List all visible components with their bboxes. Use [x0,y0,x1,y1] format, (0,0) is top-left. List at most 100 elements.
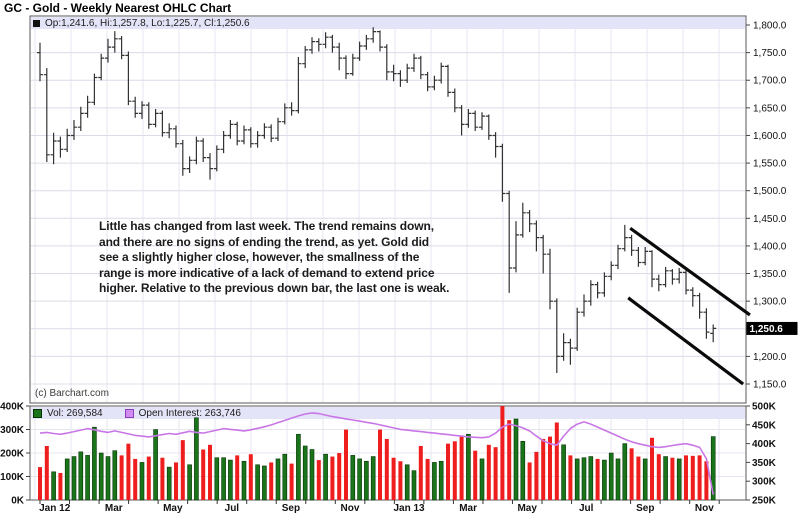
volume-bar [85,455,90,501]
volume-bar [330,456,335,500]
volume-bar [133,458,138,500]
trend-channel [627,226,751,386]
volume-bar [642,458,648,501]
volume-bar [507,420,512,500]
ohlc-legend-square-icon [33,19,40,27]
volume-tick-label: 400K [0,402,25,413]
volume-bar [71,456,77,501]
volume-tick-label: 100K [0,472,25,483]
volume-bar [493,447,498,500]
volume-bar [561,444,566,501]
price-tick-label: 1,300.0 [753,297,787,308]
volume-bar [146,456,151,500]
volume-bar [58,472,63,500]
volume-bar [534,451,539,500]
volume-legend-square-icon [33,408,42,418]
volume-bar [391,457,396,500]
volume-bar [302,445,308,501]
volume-bar [670,457,675,500]
volume-bar [636,456,641,500]
volume-bar [221,457,226,501]
volume-bar [404,464,410,501]
x-axis-label: Sep [636,503,654,513]
volume-bar [411,470,417,501]
volume-bar [187,464,192,501]
volume-bar [574,458,580,501]
volume-bar [51,471,56,501]
volume-bar [241,460,247,501]
volume-bar [309,449,315,501]
x-axis-label: Jul [225,503,240,513]
volume-bar [228,459,233,501]
volume-bar [98,452,104,501]
volume-bar [92,426,97,501]
ohlc-legend-text: Op:1,241.6, Hi:1,257.8, Lo:1,225.7, Cl:1… [45,17,250,29]
volume-bar [235,455,240,500]
volume-bar [608,452,614,501]
x-axis-label: Mar [105,503,123,513]
volume-bars [38,406,716,501]
volume-bar [541,438,546,500]
volume-bar [500,406,505,500]
x-axis-label: Sep [282,503,300,513]
volume-bar [378,429,382,500]
volume-bar [275,458,281,501]
volume-bar [64,458,70,501]
volume-bar [255,464,260,501]
volume-bar [554,422,559,500]
open-interest-tick-label: 250K [752,496,777,507]
volume-bar [513,418,519,501]
volume-bar [78,451,84,501]
x-axis-label: Jul [579,503,594,513]
volume-bar [398,461,403,500]
legend-strips [31,17,745,419]
volume-bar [622,443,628,501]
volume-bar [418,445,423,500]
volume-bar [595,458,600,500]
price-tick-label: 1,800.0 [753,21,787,32]
volume-bar [704,461,709,500]
volume-tick-label: 300K [0,425,25,436]
volume-bar [473,450,478,500]
volume-bar [269,462,274,500]
volume-bar [527,462,532,500]
volume-bar [316,460,321,500]
price-tick-label: 1,400.0 [753,241,787,252]
price-tick-label: 1,200.0 [753,352,787,363]
x-axis-label: Nov [341,503,360,513]
volume-axis: 400K 300K 200K 100K 0K 500K 450K 400K 350K 300K 25… [0,402,777,507]
volume-bar [282,453,288,501]
volume-bar [663,456,668,501]
volume-bar [479,458,485,501]
x-axis-label: May [163,503,183,513]
open-interest-tick-label: 400K [752,439,777,450]
volume-bar [650,437,654,500]
volume-bar [194,417,199,501]
last-price-marker: 1,250.6 [746,321,798,335]
volume-bar [289,463,294,500]
volume-bar [174,462,178,500]
volume-bar [357,458,362,501]
price-tick-label: 1,500.0 [753,186,787,197]
volume-bar [710,436,716,501]
volume-bar [432,462,437,501]
price-tick-label: 1,650.0 [753,103,787,114]
last-price-label: 1,250.6 [750,324,784,335]
volume-bar [208,444,212,500]
volume-bar [520,440,526,501]
x-axis-label: Mar [459,503,477,513]
page-title: GC - Gold - Weekly Nearest OHLC Chart [4,1,232,15]
volume-bar [548,436,552,500]
volume-bar [452,441,457,500]
volume-bar [676,458,682,501]
volume-bar [581,457,587,501]
price-tick-label: 1,350.0 [753,269,787,280]
volume-bar [180,440,185,500]
price-tick-label: 1,700.0 [753,76,787,87]
analyst-annotation: Little has changed from last week. The t… [99,219,450,296]
volume-bar [656,454,661,500]
price-tick-label: 1,600.0 [753,131,787,142]
volume-bar [119,455,124,500]
volume-bar [486,444,491,500]
